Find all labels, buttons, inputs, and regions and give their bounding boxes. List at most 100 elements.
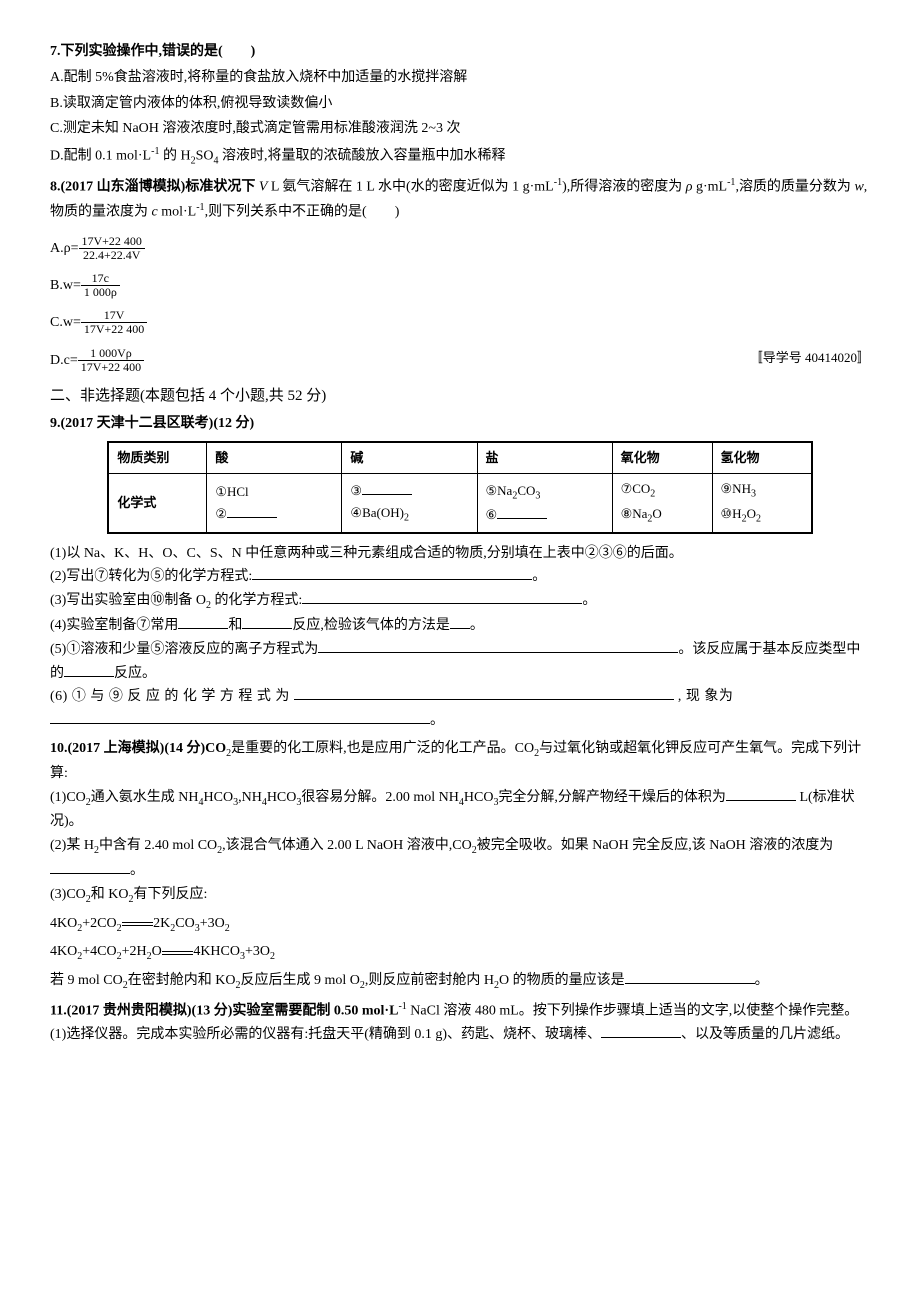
frac-B: 17c1 000ρ bbox=[81, 272, 120, 299]
q11-h2: NaCl 溶液 480 mL。按下列操作步骤填上适当的文字,以使整个操作完整。 bbox=[407, 1004, 859, 1019]
c-b2: ④Ba(OH) bbox=[350, 505, 404, 520]
q8-D-den: 17V+22 400 bbox=[78, 361, 144, 374]
c-s1: ⑤Na bbox=[486, 483, 513, 498]
q9-head: 9.(2017 天津十二县区联考)(12 分) bbox=[50, 412, 870, 436]
q8-D-num: 1 000Vρ bbox=[78, 347, 144, 361]
q8-D-lhs: D.c= bbox=[50, 353, 78, 368]
q9: 9.(2017 天津十二县区联考)(12 分) 物质类别 酸 碱 盐 氧化物 氢… bbox=[50, 412, 870, 733]
q9-5-post: 反应。 bbox=[114, 666, 156, 681]
q9-3: (3)写出实验室由⑩制备 O2 的化学方程式:。 bbox=[50, 589, 870, 614]
q8-s2: ),所得溶液的密度为 bbox=[562, 179, 686, 194]
q10-head: 10.(2017 上海模拟)(14 分)CO2是重要的化工原料,也是应用广泛的化… bbox=[50, 737, 870, 786]
q8-A: A.ρ=17V+22 40022.4+22.4V bbox=[50, 235, 870, 262]
q10-1e: HCO bbox=[267, 790, 297, 805]
q9-5-pre: (5)①溶液和少量⑤溶液反应的离子方程式为 bbox=[50, 642, 318, 657]
e1d: CO bbox=[175, 916, 194, 931]
q10-h1: 10.(2017 上海模拟)(14 分)CO bbox=[50, 741, 226, 756]
q10-1g: HCO bbox=[464, 790, 494, 805]
ref-link: 〚导学号 40414020〛 bbox=[750, 347, 870, 369]
eq-arrow-icon-2: ==== bbox=[162, 940, 194, 964]
e2b: +4CO bbox=[82, 944, 116, 959]
cell-h: ⑨NH3 ⑩H2O2 bbox=[712, 474, 812, 533]
q9-4-mid2: 反应,检验该气体的方法是 bbox=[292, 618, 450, 633]
r1: 化学式 bbox=[108, 474, 206, 533]
cell-base: ③ ④Ba(OH)2 bbox=[342, 474, 477, 533]
q8-A-num: 17V+22 400 bbox=[79, 235, 145, 249]
q10-eq1: 4KO2+2CO2====2K2CO3+3O2 bbox=[50, 912, 870, 937]
q11-head: 11.(2017 贵州贵阳模拟)(13 分)实验室需要配制 0.50 mol·L… bbox=[50, 998, 870, 1023]
th-6: 氢化物 bbox=[712, 442, 812, 474]
th-2: 酸 bbox=[207, 442, 342, 474]
th-3: 碱 bbox=[342, 442, 477, 474]
q10-1h: 完全分解,分解产物经干燥后的体积为 bbox=[498, 790, 726, 805]
q11-h1: 11.(2017 贵州贵阳模拟)(13 分)实验室需要配制 0.50 mol·L bbox=[50, 1004, 398, 1019]
q9-6-post: 。 bbox=[430, 713, 445, 728]
q10-1b: 通入氨水生成 NH bbox=[91, 790, 199, 805]
q7-stem: 7.下列实验操作中,错误的是( ) bbox=[50, 40, 870, 64]
q8-s3: g·mL bbox=[692, 179, 727, 194]
q8-stem: 8.(2017 山东淄博模拟)标准状况下 V L 氨气溶解在 1 L 水中(水的… bbox=[50, 174, 870, 225]
q9-4: (4)实验室制备⑦常用和反应,检验该气体的方法是。 bbox=[50, 614, 870, 638]
th-5: 氧化物 bbox=[612, 442, 712, 474]
q11: 11.(2017 贵州贵阳模拟)(13 分)实验室需要配制 0.50 mol·L… bbox=[50, 998, 870, 1047]
q8-B-den: 1 000ρ bbox=[81, 286, 120, 299]
q10-2: (2)某 H2中含有 2.40 mol CO2,该混合气体通入 2.00 L N… bbox=[50, 834, 870, 883]
q9-3-post: 。 bbox=[582, 593, 596, 608]
q8-B-lhs: B.w= bbox=[50, 278, 81, 293]
q8-C-den: 17V+22 400 bbox=[81, 323, 147, 336]
q8-B-num: 17c bbox=[81, 272, 120, 286]
c-a2: ② bbox=[215, 506, 227, 521]
q8-B: B.w=17c1 000ρ bbox=[50, 272, 870, 299]
q10-1: (1)CO2通入氨水生成 NH4HCO3,NH4HCO3很容易分解。2.00 m… bbox=[50, 786, 870, 835]
e1c: 2K bbox=[153, 916, 170, 931]
cell-salt: ⑤Na2CO3 ⑥ bbox=[477, 474, 612, 533]
frac-A: 17V+22 40022.4+22.4V bbox=[79, 235, 145, 262]
e2e: 4KHCO bbox=[193, 944, 240, 959]
q8-s6: mol·L bbox=[158, 205, 197, 220]
q10-2e: 。 bbox=[130, 863, 144, 878]
q10-2b: 中含有 2.40 mol CO bbox=[99, 838, 217, 853]
q9-6: (6) ① 与 ⑨ 反 应 的 化 学 方 程 式 为 , 现 象为。 bbox=[50, 685, 870, 733]
q10-1d: ,NH bbox=[238, 790, 262, 805]
q10-2c: ,该混合气体通入 2.00 L NaOH 溶液中,CO bbox=[222, 838, 472, 853]
q10-3-head: (3)CO2和 KO2有下列反应: bbox=[50, 883, 870, 908]
q10-2a: (2)某 H bbox=[50, 838, 94, 853]
q9-table: 物质类别 酸 碱 盐 氧化物 氢化物 化学式 ①HCl ② ③ ④Ba(OH)2… bbox=[107, 441, 812, 533]
q11-1a: (1)选择仪器。完成本实验所必需的仪器有:托盘天平(精确到 0.1 g)、药匙、… bbox=[50, 1027, 601, 1042]
q9-4-mid: 和 bbox=[228, 618, 242, 633]
frac-C: 17V17V+22 400 bbox=[81, 309, 147, 336]
c-h2: ⑩H bbox=[721, 506, 742, 521]
q10-3d: ,则反应前密封舱内 H bbox=[365, 973, 494, 988]
q9-5: (5)①溶液和少量⑤溶液反应的离子方程式为。该反应属于基本反应类型中的反应。 bbox=[50, 638, 870, 686]
q7-A: A.配制 5%食盐溶液时,将称量的食盐放入烧杯中加适量的水搅拌溶解 bbox=[50, 66, 870, 90]
q8-C-num: 17V bbox=[81, 309, 147, 323]
q10-3a: 若 9 mol CO bbox=[50, 973, 123, 988]
q10-3e: O 的物质的量应该是 bbox=[499, 973, 625, 988]
q8-s7: ,则下列关系中不正确的是( ) bbox=[205, 205, 400, 220]
q9-6-mid: , 现 象为 bbox=[674, 689, 734, 704]
e1a: 4KO bbox=[50, 916, 77, 931]
th-1: 物质类别 bbox=[108, 442, 206, 474]
q8: 8.(2017 山东淄博模拟)标准状况下 V L 氨气溶解在 1 L 水中(水的… bbox=[50, 174, 870, 374]
q8-C: C.w=17V17V+22 400 bbox=[50, 309, 870, 336]
q9-2-post: 。 bbox=[532, 569, 546, 584]
q10-3: 若 9 mol CO2在密封舱内和 KO2反应后生成 9 mol O2,则反应前… bbox=[50, 969, 870, 994]
e2f: +3O bbox=[245, 944, 270, 959]
q10-3f: 。 bbox=[755, 973, 769, 988]
q9-3-pre: (3)写出实验室由⑩制备 O bbox=[50, 593, 206, 608]
q9-6-pre: (6) ① 与 ⑨ 反 应 的 化 学 方 程 式 为 bbox=[50, 689, 294, 704]
c-o2b: O bbox=[652, 506, 661, 521]
q7: 7.下列实验操作中,错误的是( ) A.配制 5%食盐溶液时,将称量的食盐放入烧… bbox=[50, 40, 870, 170]
q11-1: (1)选择仪器。完成本实验所必需的仪器有:托盘天平(精确到 0.1 g)、药匙、… bbox=[50, 1023, 870, 1047]
c-b1: ③ bbox=[350, 483, 362, 498]
section-2-head: 二、非选择题(本题包括 4 个小题,共 52 分) bbox=[50, 384, 870, 410]
q10-2d: 被完全吸收。如果 NaOH 完全反应,该 NaOH 溶液的浓度为 bbox=[477, 838, 834, 853]
q7-C: C.测定未知 NaOH 溶液浓度时,酸式滴定管需用标准酸液润洗 2~3 次 bbox=[50, 117, 870, 141]
q8-D: D.c=1 000Vρ17V+22 400 〚导学号 40414020〛 bbox=[50, 347, 870, 374]
cell-acid: ①HCl ② bbox=[207, 474, 342, 533]
q8-A-den: 22.4+22.4V bbox=[79, 249, 145, 262]
q10-3c: 反应后生成 9 mol O bbox=[240, 973, 359, 988]
cell-ox: ⑦CO2 ⑧Na2O bbox=[612, 474, 712, 533]
c-a1: ①HCl bbox=[215, 484, 248, 499]
q10-h2: 是重要的化工原料,也是应用广泛的化工产品。CO bbox=[231, 741, 534, 756]
